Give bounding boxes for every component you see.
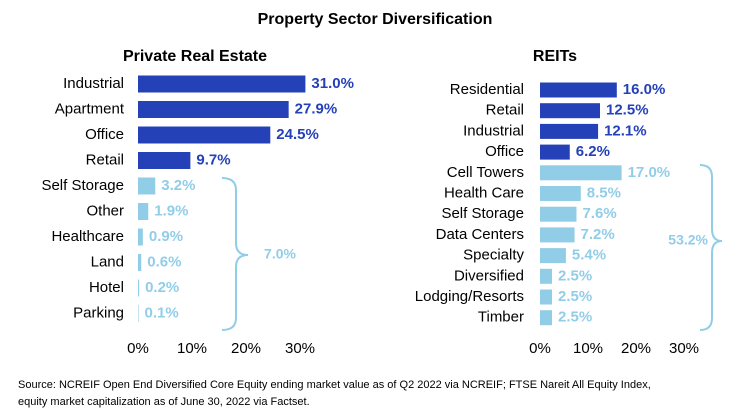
value-label: 7.2% — [581, 226, 615, 243]
annotation: 53.2% — [668, 232, 708, 248]
value-label: 2.5% — [558, 267, 592, 284]
value-label: 12.1% — [604, 122, 647, 139]
chart-title: REITs — [533, 48, 577, 65]
bar — [540, 268, 552, 284]
category-label: Self Storage — [441, 205, 524, 222]
category-label: Diversified — [454, 267, 524, 284]
bar — [540, 206, 577, 222]
bar — [138, 152, 191, 169]
value-label: 0.9% — [149, 228, 183, 245]
x-tick-label: 30% — [285, 340, 315, 357]
bar — [138, 203, 149, 220]
annotation: 7.0% — [264, 246, 296, 262]
category-label: Land — [91, 253, 124, 270]
bar — [138, 305, 139, 322]
value-label: 2.5% — [558, 288, 592, 305]
category-label: Retail — [86, 151, 124, 168]
source-note: equity market capitalization as of June … — [18, 396, 310, 408]
bar — [540, 165, 622, 181]
category-label: Office — [85, 126, 124, 143]
x-tick-label: 30% — [669, 340, 699, 357]
category-label: Industrial — [63, 75, 124, 92]
value-label: 31.0% — [311, 75, 354, 92]
category-label: Healthcare — [51, 228, 124, 245]
category-label: Retail — [486, 102, 524, 119]
bar — [540, 289, 552, 305]
value-label: 24.5% — [276, 126, 319, 143]
bar — [540, 186, 581, 201]
value-label: 17.0% — [628, 164, 671, 181]
category-label: Cell Towers — [447, 164, 524, 181]
category-label: Residential — [450, 81, 524, 98]
value-label: 2.5% — [558, 309, 592, 326]
x-tick-label: 0% — [127, 340, 149, 357]
bar — [138, 126, 271, 144]
bar — [540, 310, 552, 326]
value-label: 3.2% — [161, 177, 195, 194]
value-label: 27.9% — [295, 100, 338, 117]
category-label: Industrial — [463, 122, 524, 139]
category-label: Parking — [73, 304, 124, 321]
value-label: 0.1% — [145, 304, 179, 321]
bar — [540, 123, 599, 139]
chart-title: Private Real Estate — [123, 48, 267, 65]
bar — [138, 101, 289, 118]
bar — [540, 103, 600, 119]
category-label: Health Care — [444, 184, 524, 201]
bar — [138, 254, 142, 271]
category-label: Office — [485, 143, 524, 160]
x-tick-label: 20% — [621, 340, 651, 357]
bar — [138, 75, 306, 93]
category-label: Hotel — [89, 279, 124, 296]
bar — [540, 248, 566, 264]
category-label: Other — [86, 202, 124, 219]
value-label: 0.6% — [147, 253, 181, 270]
value-label: 5.4% — [572, 247, 606, 264]
category-label: Specialty — [463, 247, 524, 264]
category-label: Lodging/Resorts — [415, 288, 524, 305]
x-tick-label: 20% — [231, 340, 261, 357]
brace — [221, 177, 249, 331]
x-tick-label: 10% — [573, 340, 603, 357]
bar — [138, 228, 143, 246]
value-label: 0.2% — [145, 279, 179, 296]
bar — [138, 177, 156, 195]
bar — [540, 82, 617, 98]
value-label: 7.6% — [582, 205, 616, 222]
x-tick-label: 10% — [177, 340, 207, 357]
bar — [540, 144, 570, 160]
value-label: 9.7% — [196, 151, 230, 168]
value-label: 1.9% — [154, 202, 188, 219]
bar — [540, 227, 575, 243]
x-tick-label: 0% — [529, 340, 551, 357]
bar — [138, 279, 140, 297]
value-label: 6.2% — [576, 143, 610, 160]
category-label: Apartment — [55, 100, 125, 117]
category-label: Self Storage — [41, 177, 124, 194]
value-label: 8.5% — [587, 184, 621, 201]
source-note: Source: NCREIF Open End Diversified Core… — [18, 379, 651, 391]
page-title: Property Sector Diversification — [258, 11, 493, 28]
category-label: Timber — [478, 309, 524, 326]
value-label: 12.5% — [606, 102, 649, 119]
brace — [699, 164, 723, 331]
value-label: 16.0% — [623, 81, 666, 98]
category-label: Data Centers — [436, 226, 524, 243]
